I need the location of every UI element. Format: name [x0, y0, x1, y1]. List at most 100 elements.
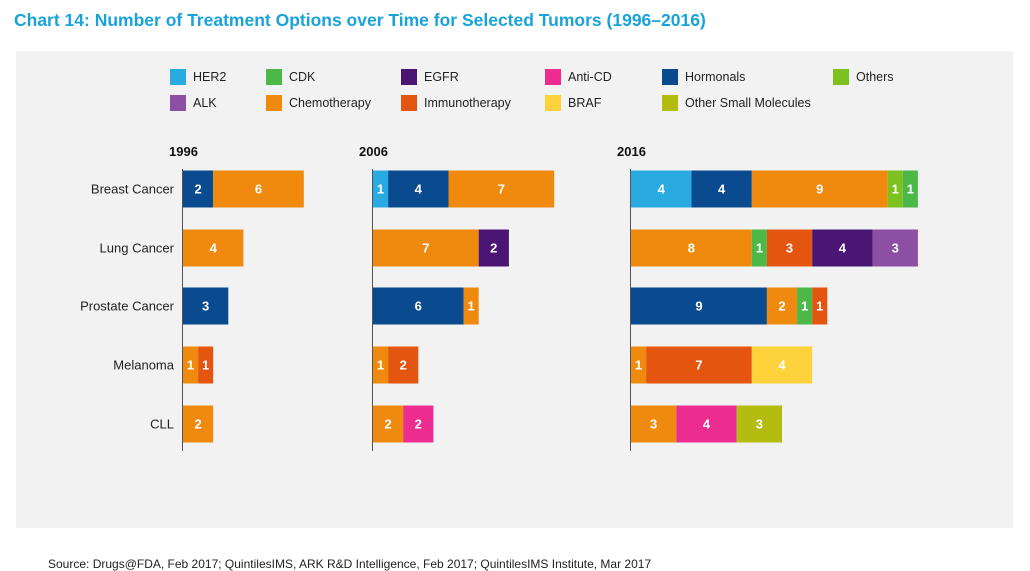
legend-item: Others	[833, 69, 894, 85]
legend-label: CDK	[289, 70, 316, 84]
bar-value-label: 1	[756, 241, 763, 256]
bar-value-label: 3	[892, 241, 899, 256]
legend-label: ALK	[193, 96, 217, 110]
legend-label: Chemotherapy	[289, 96, 371, 110]
bar-value-label: 1	[468, 299, 475, 314]
bar-segment	[812, 229, 873, 267]
bar-segment	[388, 170, 449, 208]
bar-value-label: 7	[695, 358, 702, 373]
bar-segment	[373, 405, 404, 443]
bar-value-label: 2	[400, 358, 407, 373]
bar-value-label: 4	[658, 182, 666, 197]
legend-label: Anti-CD	[568, 70, 612, 84]
bar-segment	[373, 229, 479, 267]
legend-swatch	[401, 95, 417, 111]
panel-year-label: 2016	[617, 144, 646, 159]
bar-value-label: 4	[210, 241, 218, 256]
bar-segment	[448, 170, 555, 208]
bar-segment	[766, 287, 798, 325]
bar-segment	[887, 170, 903, 208]
category-label: CLL	[150, 417, 174, 432]
bar-value-label: 1	[202, 358, 209, 373]
legend-label: Others	[856, 70, 894, 84]
legend-swatch	[545, 69, 561, 85]
legend-swatch	[170, 95, 186, 111]
bar-value-label: 4	[703, 417, 711, 432]
legend: HER2 CDK EGFR Anti-CD Hormonals Others ALK Chem…	[16, 51, 1013, 121]
legend-swatch	[266, 95, 282, 111]
panel-year-label: 2006	[359, 144, 388, 159]
bar-segment	[373, 287, 464, 325]
bar-segment	[631, 287, 767, 325]
legend-swatch	[833, 69, 849, 85]
bar-segment	[691, 170, 752, 208]
bar-value-label: 1	[377, 358, 384, 373]
bar-value-label: 2	[415, 417, 422, 432]
bar-value-label: 4	[718, 182, 726, 197]
bar-value-label: 1	[801, 299, 808, 314]
legend-item: Other Small Molecules	[662, 95, 811, 111]
category-label: Prostate Cancer	[80, 299, 175, 314]
bar-value-label: 3	[202, 299, 209, 314]
legend-item: EGFR	[401, 69, 459, 85]
chart-panel: HER2 CDK EGFR Anti-CD Hormonals Others ALK Chem…	[16, 51, 1013, 571]
bar-value-label: 1	[635, 358, 642, 373]
bar-segment	[183, 405, 214, 443]
legend-item: Immunotherapy	[401, 95, 511, 111]
legend-label: Hormonals	[685, 70, 746, 84]
legend-label: Other Small Molecules	[685, 96, 811, 110]
bar-segment	[198, 346, 214, 384]
bar-segment	[902, 170, 918, 208]
legend-swatch	[401, 69, 417, 85]
chart-title: Chart 14: Number of Treatment Options ov…	[14, 10, 706, 30]
bar-segment	[646, 346, 752, 384]
category-label: Breast Cancer	[91, 182, 175, 197]
bar-value-label: 2	[384, 417, 391, 432]
legend-label: HER2	[193, 70, 227, 84]
legend-swatch	[662, 95, 678, 111]
bar-segment	[373, 346, 389, 384]
bar-value-label: 3	[756, 417, 763, 432]
bar-segment	[183, 287, 229, 325]
bar-value-label: 4	[415, 182, 423, 197]
legend-label: Immunotherapy	[424, 96, 511, 110]
bar-segment	[631, 346, 647, 384]
legend-item: BRAF	[545, 95, 601, 111]
bar-segment	[751, 346, 813, 384]
bar-value-label: 2	[194, 182, 201, 197]
bar-value-label: 1	[377, 182, 384, 197]
bar-segment	[183, 346, 199, 384]
stacked-bar-chart: Breast Cancer Lung Cancer Prostate Cancer M…	[80, 144, 918, 451]
bar-value-label: 1	[816, 299, 823, 314]
bar-value-label: 8	[688, 241, 695, 256]
bar-segment	[766, 229, 813, 267]
category-label: Melanoma	[113, 358, 174, 373]
bar-segment	[213, 170, 304, 208]
bar-segment	[388, 346, 419, 384]
bar-value-label: 3	[650, 417, 657, 432]
legend-item: ALK	[170, 95, 217, 111]
bar-segment	[183, 170, 214, 208]
bar-value-label: 9	[695, 299, 702, 314]
bar-value-label: 6	[255, 182, 262, 197]
bar-segment	[463, 287, 479, 325]
panel-year-label: 1996	[169, 144, 198, 159]
bar-segment	[373, 170, 389, 208]
bar-value-label: 2	[490, 241, 497, 256]
legend-label: EGFR	[424, 70, 459, 84]
legend-item: Hormonals	[662, 69, 745, 85]
category-label: Lung Cancer	[100, 241, 175, 256]
bar-value-label: 1	[907, 182, 914, 197]
bar-segment	[812, 287, 828, 325]
bar-value-label: 6	[415, 299, 422, 314]
legend-item: Anti-CD	[545, 69, 612, 85]
bar-value-label: 2	[194, 417, 201, 432]
legend-item: HER2	[170, 69, 226, 85]
bar-segment	[631, 229, 752, 267]
legend-item: Chemotherapy	[266, 95, 371, 111]
bar-segment	[736, 405, 782, 443]
bar-segment	[631, 405, 677, 443]
source-note: Source: Drugs@FDA, Feb 2017; QuintilesIM…	[48, 557, 652, 571]
bar-value-label: 1	[187, 358, 194, 373]
bar-segment	[797, 287, 813, 325]
